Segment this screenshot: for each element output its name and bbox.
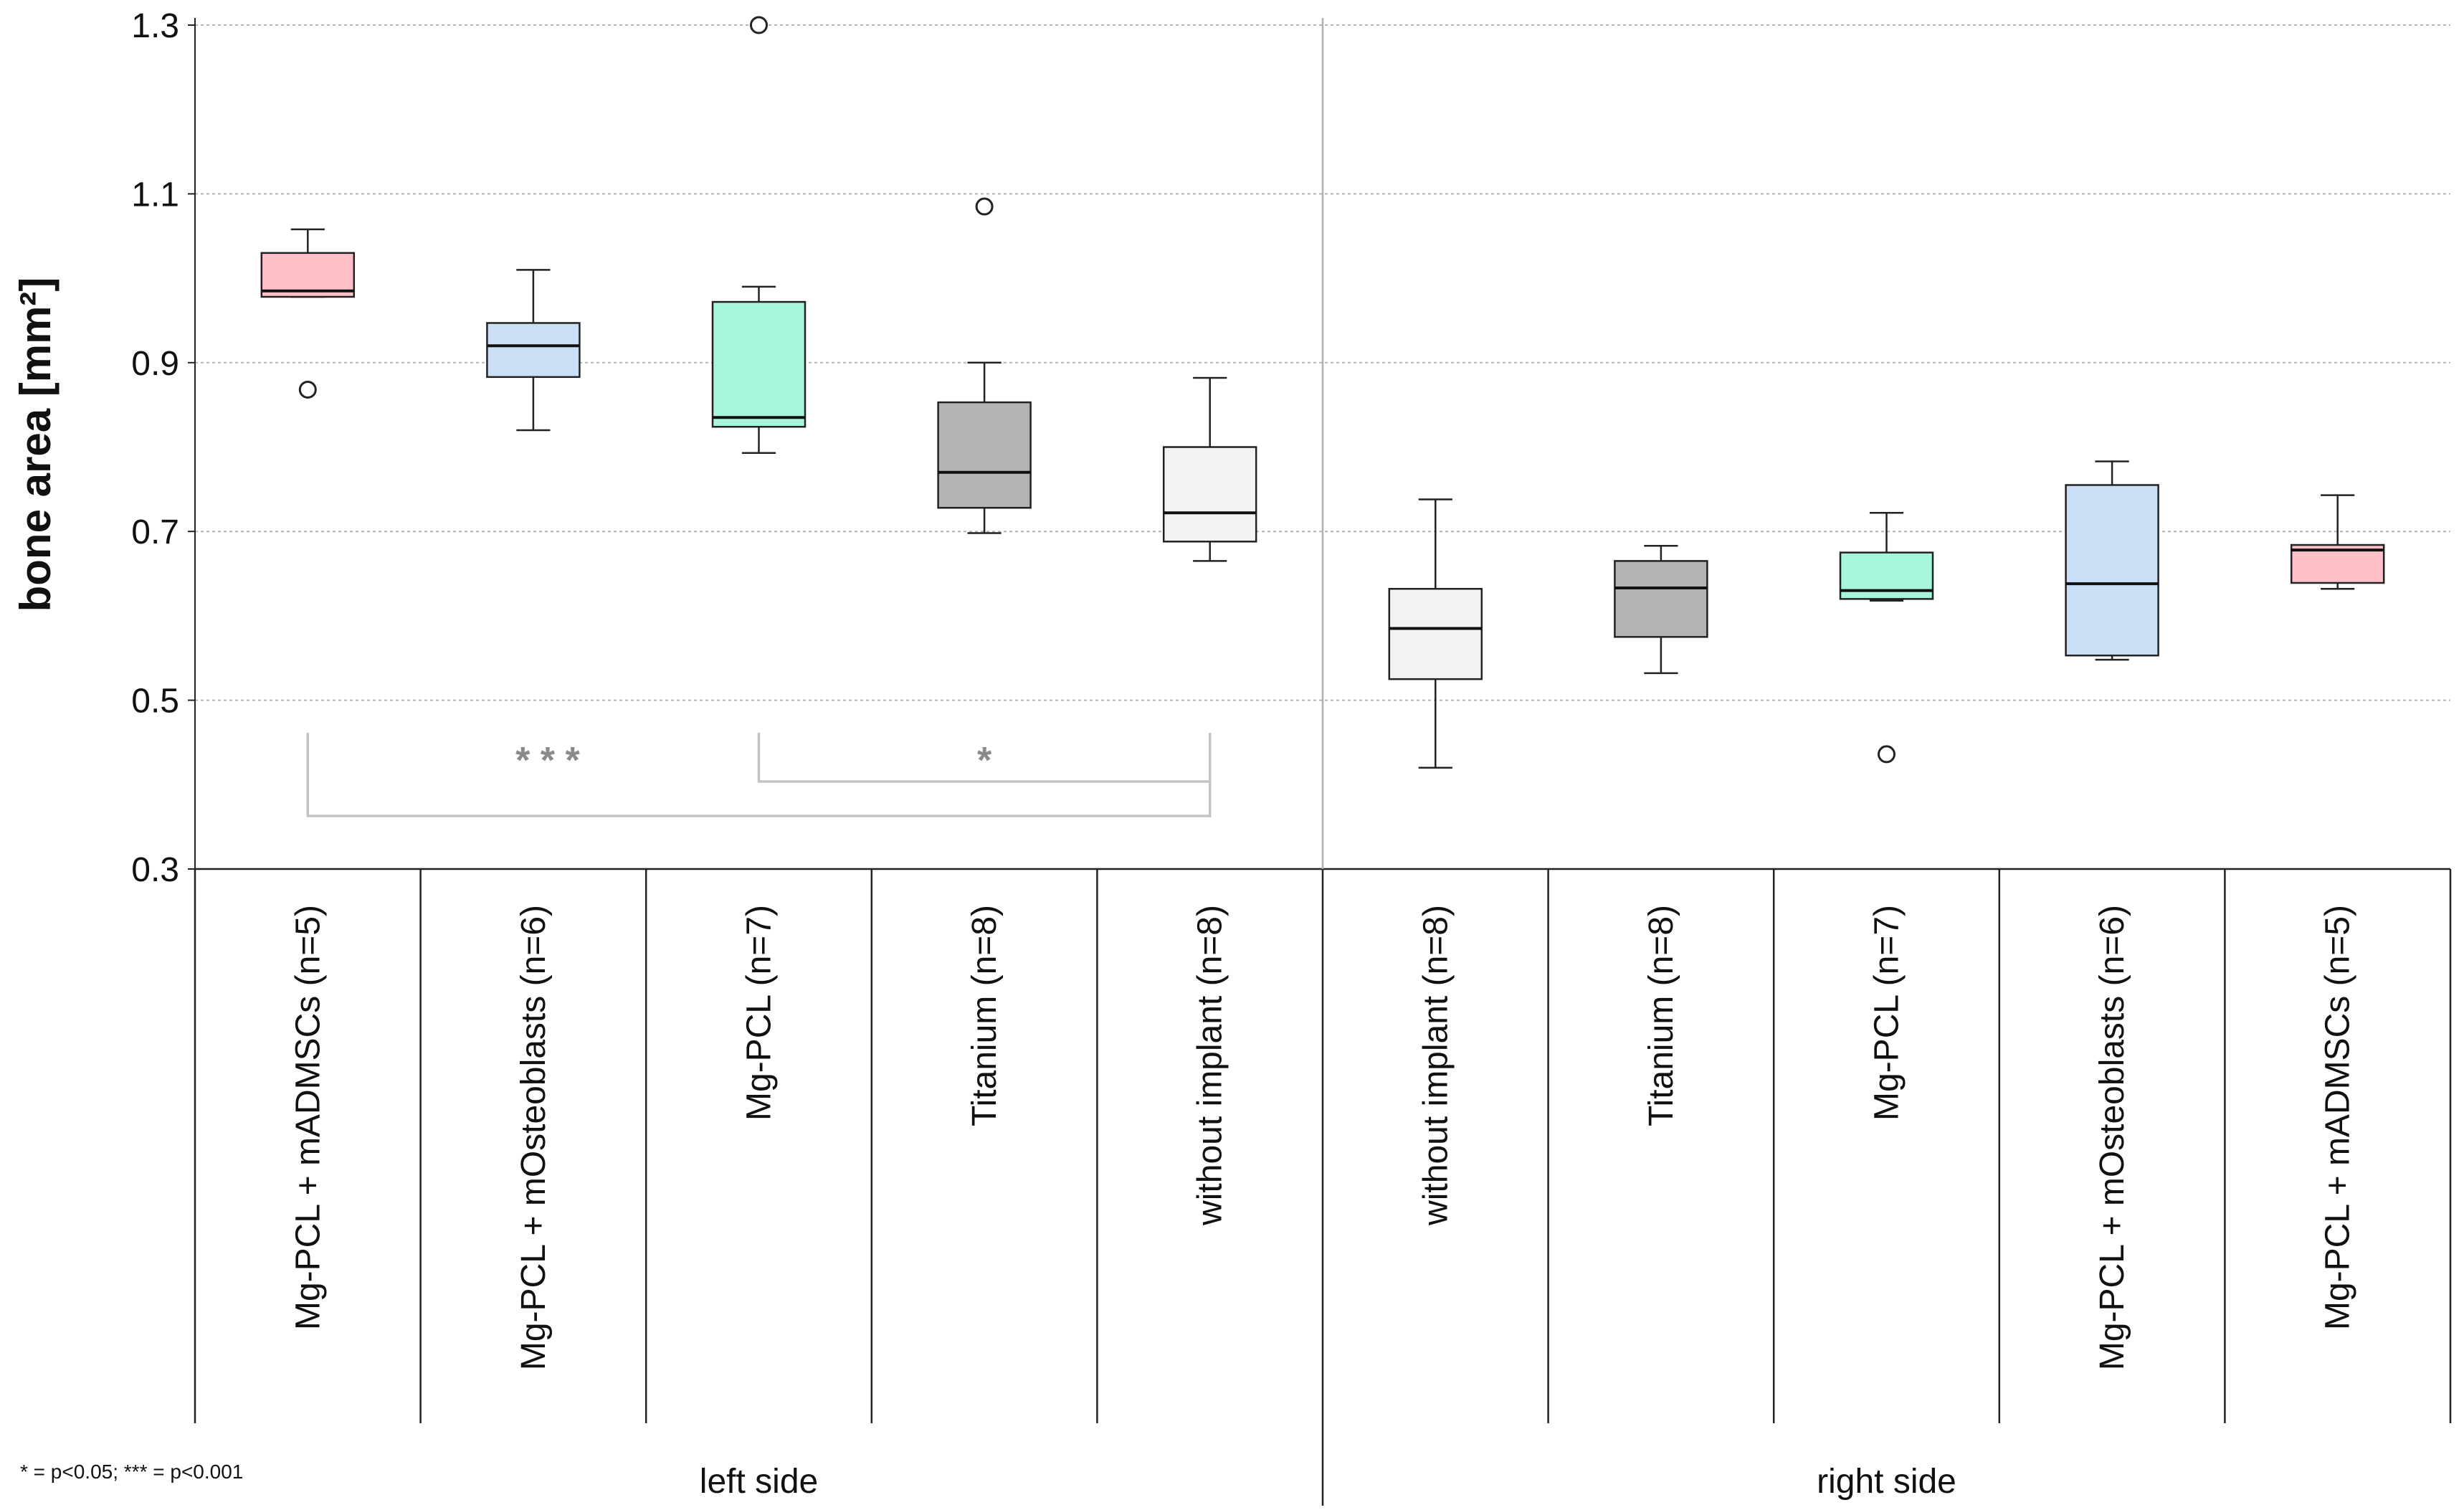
box-8 <box>1839 512 1934 764</box>
category-label: without implant (n=8) <box>1191 905 1229 1226</box>
iqr-box <box>1614 560 1708 638</box>
box-3 <box>711 16 807 454</box>
category-label: without implant (n=8) <box>1417 905 1455 1226</box>
boxes-layer <box>260 16 2385 769</box>
y-tick-label: 0.9 <box>131 345 179 383</box>
category-label: Mg-PCL + mADMSCs (n=5) <box>2319 905 2357 1330</box>
iqr-box <box>486 322 581 379</box>
y-axis-label: bone area [mm²] <box>11 277 60 612</box>
outlier-point <box>298 380 317 399</box>
box-6 <box>1388 498 1483 769</box>
category-label: Mg-PCL + mOsteoblasts (n=6) <box>2093 905 2131 1370</box>
significance-label: * * * <box>515 740 580 782</box>
iqr-box <box>2065 484 2159 657</box>
y-tick-label: 0.5 <box>131 683 179 721</box>
iqr-box <box>1839 551 1934 600</box>
footnote: * = p<0.05; *** = p<0.001 <box>20 1461 243 1483</box>
iqr-box <box>1162 446 1257 543</box>
significance-label: * <box>977 740 992 782</box>
outlier-point <box>975 197 994 216</box>
category-label: Mg-PCL + mOsteoblasts (n=6) <box>515 905 553 1370</box>
box-4 <box>937 197 1032 534</box>
side-label: left side <box>700 1463 818 1501</box>
category-labels: Mg-PCL + mADMSCs (n=5) Mg-PCL + mOsteobla… <box>289 905 2356 1501</box>
axes-layer <box>194 18 2452 1506</box>
iqr-box <box>937 401 1032 509</box>
significance-layer: * * * * <box>306 733 1212 817</box>
category-label: Titanium (n=8) <box>1642 905 1680 1126</box>
box-7 <box>1614 544 1708 675</box>
category-label: Titanium (n=8) <box>966 905 1004 1126</box>
box-9 <box>2065 460 2159 661</box>
category-label: Mg-PCL (n=7) <box>741 905 779 1121</box>
outlier-point <box>1878 745 1895 764</box>
box-2 <box>486 269 581 432</box>
iqr-box <box>1388 587 1483 680</box>
significance-bracket <box>757 733 1212 783</box>
box-5 <box>1162 376 1257 562</box>
box-10 <box>2290 494 2385 590</box>
y-ticks: 0.3 0.5 0.7 0.9 1.1 1.3 <box>131 7 195 889</box>
y-tick-label: 0.3 <box>131 851 179 889</box>
side-label: right side <box>1817 1463 1956 1501</box>
y-tick-label: 0.7 <box>131 513 179 551</box>
box-1 <box>260 228 356 399</box>
outlier-point <box>750 16 768 34</box>
iqr-box <box>711 300 807 428</box>
y-tick-label: 1.3 <box>131 7 179 45</box>
category-label: Mg-PCL (n=7) <box>1868 905 1906 1121</box>
y-tick-label: 1.1 <box>131 176 179 214</box>
category-label: Mg-PCL + mADMSCs (n=5) <box>289 905 327 1330</box>
